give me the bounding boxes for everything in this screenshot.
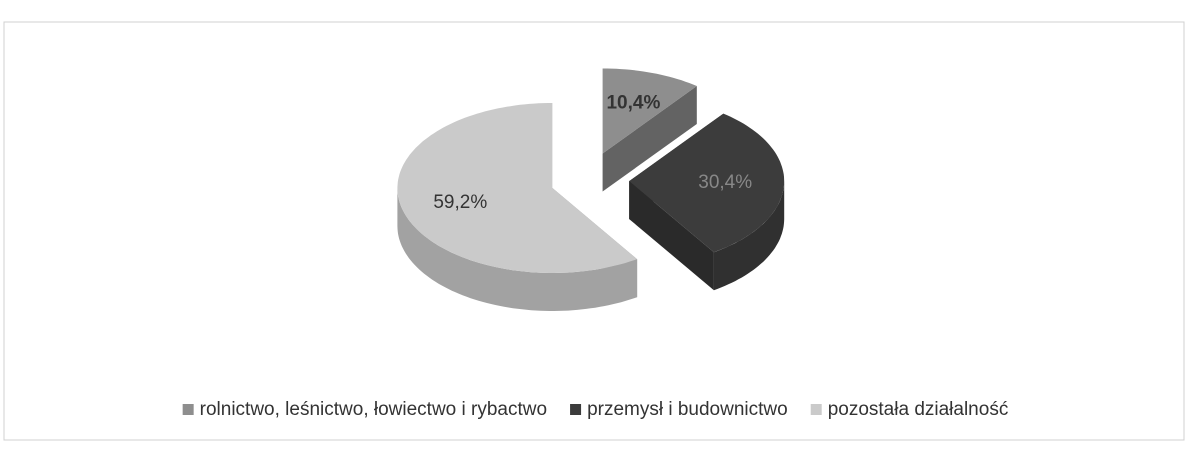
data-label: 10,4% (606, 93, 660, 114)
slice (397, 103, 638, 273)
slice (629, 113, 785, 253)
slice-side (602, 86, 697, 192)
slice-labels: 10,4% 30,4% 59,2% (433, 93, 752, 213)
data-label: 30,4% (698, 172, 752, 193)
legend-label: przemysł i budownictwo (587, 399, 788, 420)
slice-tops (397, 68, 785, 273)
slice-side (629, 181, 714, 291)
slice-wall (713, 181, 785, 291)
data-label: 59,2% (433, 192, 487, 213)
legend: rolnictwo, leśnictwo, łowiectwo i rybact… (182, 399, 1009, 420)
slice-wall (397, 188, 638, 311)
legend-label: rolnictwo, leśnictwo, łowiectwo i rybact… (200, 399, 547, 420)
legend-label: pozostała działalność (828, 399, 1009, 420)
slice (602, 68, 697, 154)
legend-swatch (182, 404, 194, 415)
legend-swatch (810, 404, 822, 415)
legend-swatch (570, 404, 582, 415)
